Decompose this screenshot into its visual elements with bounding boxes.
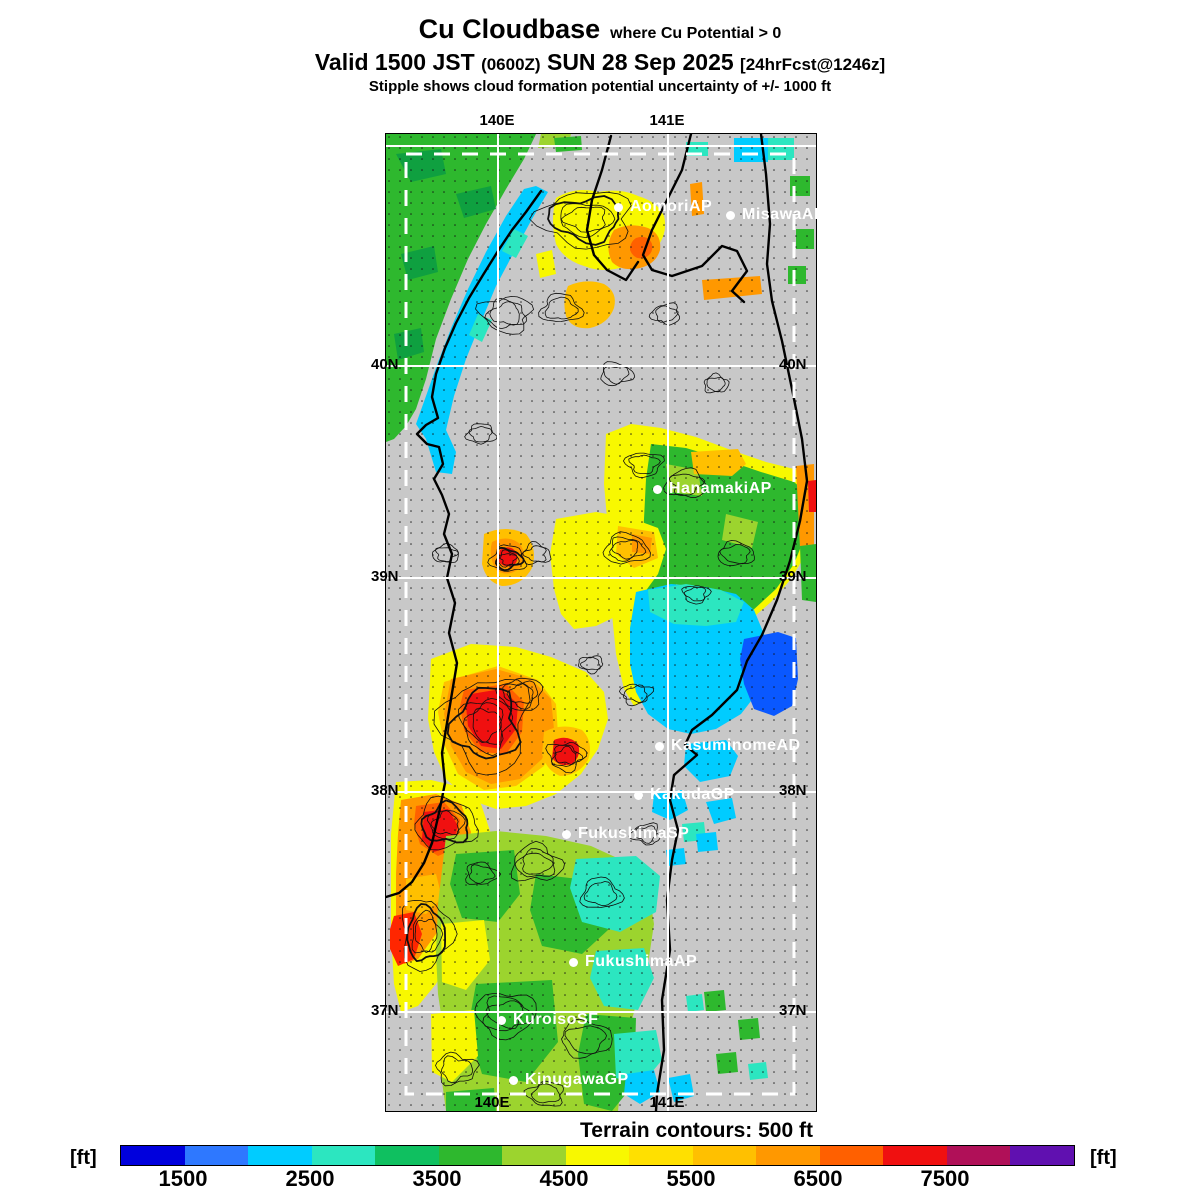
station-label: AomoriAP (630, 198, 713, 215)
station-marker: FukushimaAP (569, 953, 697, 971)
page-title-line: Cu Cloudbase where Cu Potential > 0 (0, 14, 1200, 45)
colorbar-segment (565, 1146, 630, 1165)
colorbar-segment (184, 1146, 249, 1165)
station-label: FukushimaAP (585, 953, 698, 970)
colorbar-segment (502, 1146, 566, 1165)
colorbar-segment (1010, 1146, 1074, 1165)
terrain-contours-note: Terrain contours: 500 ft (580, 1119, 813, 1142)
valid-date: SUN 28 Sep 2025 (546, 49, 734, 76)
station-marker: HanamakiAP (653, 480, 772, 498)
forecast-map: AomoriAP MisawaAD HanamakiAP KasuminomeA… (385, 133, 826, 1112)
stipple-layer (386, 134, 816, 1111)
station-dot (562, 829, 571, 839)
station-dot (653, 484, 662, 494)
title-qualifier: where Cu Potential > 0 (610, 25, 782, 42)
forecast-tag: [24hrFcst@1246z] (740, 55, 886, 75)
colorbar-tick: 5500 (666, 1166, 716, 1191)
colorbar-segment (121, 1146, 185, 1165)
valid-prefix: Valid 1500 JST (314, 49, 475, 76)
station-marker: AomoriAP (614, 198, 712, 216)
lat-label-right: 37N (779, 1002, 807, 1019)
station-dot (497, 1015, 506, 1025)
colorbar-unit-right: [ft] (1090, 1147, 1117, 1169)
colorbar-segment (756, 1146, 820, 1165)
stipple-note: Stipple shows cloud formation potential … (368, 78, 832, 96)
map-canvas (386, 134, 816, 1111)
station-label: KuroisoSF (513, 1011, 599, 1028)
valid-utc: (0600Z) (481, 55, 541, 75)
graticule-layer (386, 134, 816, 1111)
lon-label-top: 141E (649, 112, 685, 129)
valid-time-line: Valid 1500 JST (0600Z) SUN 28 Sep 2025 [… (0, 49, 1200, 75)
station-dot (634, 790, 643, 800)
station-marker: FukushimaSP (562, 825, 689, 843)
station-marker: KuroisoSF (497, 1011, 598, 1029)
lat-label-left: 38N (371, 782, 399, 799)
page-title: Cu Cloudbase (418, 14, 601, 44)
lat-label-left: 37N (371, 1002, 399, 1019)
lat-label-left: 39N (371, 568, 399, 585)
station-label: FukushimaSP (578, 825, 690, 842)
station-label: KasuminomeAD (671, 737, 801, 754)
station-dot (509, 1075, 518, 1085)
colorbar-segment (629, 1146, 693, 1165)
station-label: KinugawaGP (525, 1071, 629, 1088)
colorbar-segment (946, 1146, 1011, 1165)
station-marker: MisawaAD (726, 206, 826, 224)
station-dot (569, 957, 578, 967)
station-label: MisawaAD (742, 206, 827, 223)
station-dot (726, 210, 735, 220)
lon-label-bottom: 141E (649, 1094, 685, 1111)
colorbar-segment (883, 1146, 947, 1165)
model-domain-dashed-box (404, 152, 796, 1096)
colorbar-segment (438, 1146, 503, 1165)
colorbar-swatches (120, 1145, 1075, 1166)
station-dot (655, 741, 664, 751)
title-block: Cu Cloudbase where Cu Potential > 0 Valid… (0, 14, 1200, 96)
colorbar-segment (248, 1146, 312, 1165)
station-label: HanamakiAP (669, 480, 772, 497)
colorbar-tick: 7500 (920, 1166, 970, 1191)
lat-label-right: 38N (779, 782, 807, 799)
lon-label-top: 140E (479, 112, 515, 129)
colorbar-segment (311, 1146, 376, 1165)
colorbar-tick: 6500 (793, 1166, 843, 1191)
colorbar-tick: 2500 (285, 1166, 335, 1191)
colorbar-tick: 3500 (412, 1166, 462, 1191)
colorbar-tick: 1500 (158, 1166, 208, 1191)
station-marker: KasuminomeAD (655, 737, 801, 755)
lon-label-bottom: 140E (474, 1094, 510, 1111)
station-label: KakudaGP (650, 786, 735, 803)
station-marker: KinugawaGP (509, 1071, 629, 1089)
colorbar-unit-left: [ft] (70, 1147, 97, 1169)
colorbar-segment (692, 1146, 757, 1165)
colorbar-tick: 4500 (539, 1166, 589, 1191)
lat-label-right: 40N (779, 356, 807, 373)
colorbar-segment (375, 1146, 439, 1165)
station-dot (614, 202, 623, 212)
station-marker: KakudaGP (634, 786, 735, 804)
lat-label-left: 40N (371, 356, 399, 373)
colorbar-segment (819, 1146, 884, 1165)
lat-label-right: 39N (779, 568, 807, 585)
